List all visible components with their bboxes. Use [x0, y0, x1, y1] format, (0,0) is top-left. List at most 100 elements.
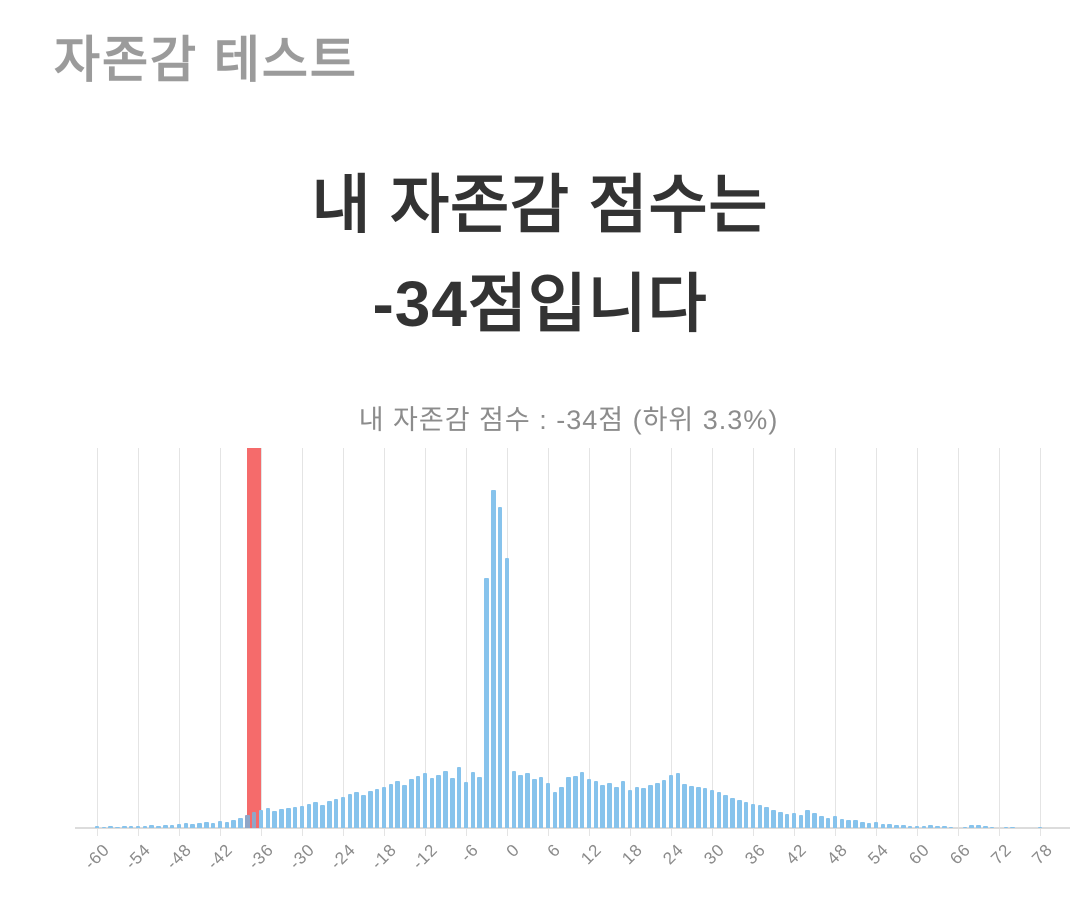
histogram-bar [648, 785, 653, 828]
histogram-bar [176, 824, 182, 828]
histogram-bar [545, 783, 551, 828]
x-tick-label: -30 [285, 840, 319, 873]
histogram-bar [395, 781, 400, 828]
histogram-bar [1037, 827, 1043, 828]
histogram-bar [894, 825, 899, 828]
histogram-bar [463, 782, 469, 828]
histogram-bar [265, 808, 271, 828]
histogram-bar [696, 787, 701, 828]
histogram-bar [347, 794, 353, 828]
x-tick-label: 36 [741, 840, 770, 869]
gridline [1040, 448, 1041, 836]
x-tick-label: -12 [408, 840, 442, 873]
gridline [425, 448, 426, 836]
gridline [794, 448, 795, 836]
histogram-bar [415, 776, 421, 828]
histogram-bar [1010, 827, 1015, 828]
x-tick-label: -6 [456, 840, 483, 866]
gridline [179, 448, 180, 836]
histogram-bar [361, 795, 366, 828]
histogram-bar [819, 816, 824, 828]
histogram-bar [108, 826, 113, 828]
histogram-bar [286, 808, 291, 828]
gridline [671, 448, 672, 836]
x-tick-label: 48 [823, 840, 852, 869]
histogram-bar [518, 775, 523, 828]
histogram-bar [436, 775, 441, 828]
histogram-bar [320, 805, 325, 828]
gridline [384, 448, 385, 836]
x-tick-label: -48 [162, 840, 196, 873]
histogram-bar [552, 792, 558, 828]
histogram-bar [600, 785, 605, 828]
histogram-bar [368, 791, 373, 828]
histogram-bar [306, 804, 312, 828]
histogram-bar [627, 790, 633, 828]
histogram-bar [887, 824, 892, 828]
histogram-bar [538, 777, 544, 828]
histogram-bar [429, 778, 435, 828]
histogram-bar [497, 507, 503, 828]
x-tick-label: 66 [946, 840, 975, 869]
x-axis-line [75, 827, 1070, 829]
gridline [302, 448, 303, 836]
histogram-bar [94, 826, 100, 828]
histogram-bar [969, 825, 974, 828]
histogram-bar [853, 820, 858, 828]
histogram-bar [921, 826, 927, 828]
gridline [917, 448, 918, 836]
histogram-bar [149, 825, 154, 828]
histogram-bar [115, 827, 120, 828]
histogram-bar [757, 805, 763, 828]
histogram-bar [614, 787, 619, 828]
x-tick-label: -18 [367, 840, 401, 873]
histogram-bar [873, 822, 879, 828]
histogram-bar [784, 814, 790, 828]
histogram-bar [989, 827, 995, 828]
histogram-bar [101, 827, 107, 828]
gridline [466, 448, 467, 836]
histogram-bar [907, 826, 913, 828]
histogram-bar [573, 776, 578, 828]
x-tick-label: 54 [864, 840, 893, 869]
histogram-bar [928, 825, 933, 828]
histogram-bar [866, 823, 872, 828]
result-title-line2: -34점입니다 [372, 268, 708, 341]
histogram-bar [245, 815, 250, 828]
histogram-bar [1003, 827, 1009, 828]
histogram-bar [709, 790, 715, 828]
histogram-bar [251, 812, 257, 828]
x-tick-label: 72 [987, 840, 1016, 869]
gridline [97, 448, 98, 836]
histogram-bar [764, 807, 769, 828]
score-distribution-chart: 내 자존감 점수 : -34점 (하위 3.3%) -60 -54 -48 -42 -3… [0, 398, 1080, 907]
histogram-bar [593, 781, 599, 828]
histogram-bar [450, 778, 455, 828]
gridline [999, 448, 1000, 836]
histogram-bar [805, 810, 810, 828]
histogram-bar [532, 779, 537, 828]
histogram-bar [210, 823, 216, 828]
result-title-line1: 내 자존감 점수는 [311, 169, 769, 241]
histogram-bar [142, 826, 148, 828]
chart-title: 내 자존감 점수 : -34점 (하위 3.3%) [358, 405, 779, 435]
histogram-bar [409, 779, 414, 828]
histogram-bar [340, 797, 346, 828]
histogram-bar [477, 777, 482, 828]
histogram-bar [128, 826, 134, 828]
x-tick-label: -36 [244, 840, 278, 873]
gridline [876, 448, 877, 836]
histogram-bar [962, 827, 968, 828]
histogram-bar [456, 767, 462, 828]
histogram-bar [586, 779, 592, 828]
result-title: 내 자존감 점수는 -34점입니다 [0, 156, 1080, 354]
histogram-bar [135, 826, 141, 828]
histogram-bar [402, 785, 407, 828]
histogram-bar [942, 826, 947, 828]
histogram-bar [292, 807, 298, 828]
gridline [753, 448, 754, 836]
histogram-bar [880, 824, 886, 828]
my-score-highlight-band [247, 448, 261, 828]
histogram-bar [204, 822, 209, 828]
histogram-bar [935, 826, 940, 828]
